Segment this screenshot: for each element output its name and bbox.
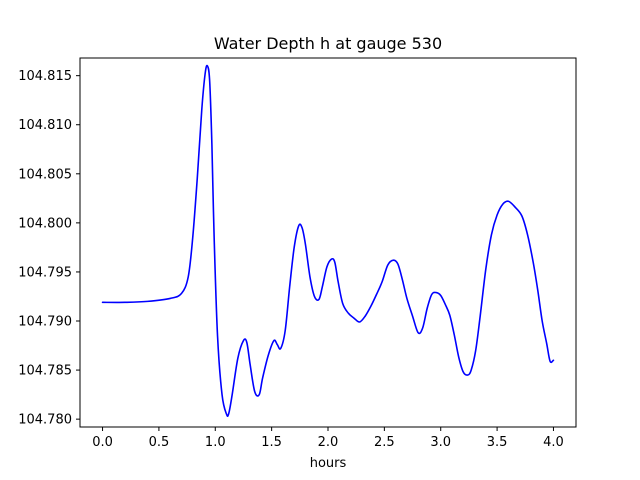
x-tick-label: 4.0 <box>543 435 564 450</box>
y-tick-label: 104.785 <box>18 364 72 379</box>
x-tick-label: 1.5 <box>261 435 282 450</box>
plot-area <box>101 64 555 417</box>
y-tick-label: 104.805 <box>18 167 72 182</box>
x-tick-label: 1.0 <box>205 435 226 450</box>
x-tick-label: 3.5 <box>487 435 508 450</box>
y-tick-label: 104.795 <box>18 265 72 280</box>
y-tick-label: 104.790 <box>18 315 72 330</box>
y-axis-ticks: 104.780 104.785 104.790 104.795 104.800 104.8… <box>18 69 80 428</box>
chart-title: Water Depth h at gauge 530 <box>214 34 442 53</box>
x-tick-label: 2.0 <box>318 435 339 450</box>
y-tick-label: 104.810 <box>18 118 72 133</box>
x-axis-ticks: 0.0 0.5 1.0 1.5 2.0 2.5 3.0 3.5 4.0 <box>92 427 564 450</box>
water-depth-series-line <box>101 64 555 417</box>
y-tick-label: 104.815 <box>18 69 72 84</box>
y-tick-label: 104.800 <box>18 216 72 231</box>
x-tick-label: 2.5 <box>374 435 395 450</box>
axes-frame <box>79 57 577 428</box>
x-tick-label: 0.5 <box>149 435 170 450</box>
x-axis-label: hours <box>310 456 347 471</box>
y-tick-label: 104.780 <box>18 413 72 428</box>
x-tick-label: 3.0 <box>430 435 451 450</box>
x-tick-label: 0.0 <box>92 435 113 450</box>
